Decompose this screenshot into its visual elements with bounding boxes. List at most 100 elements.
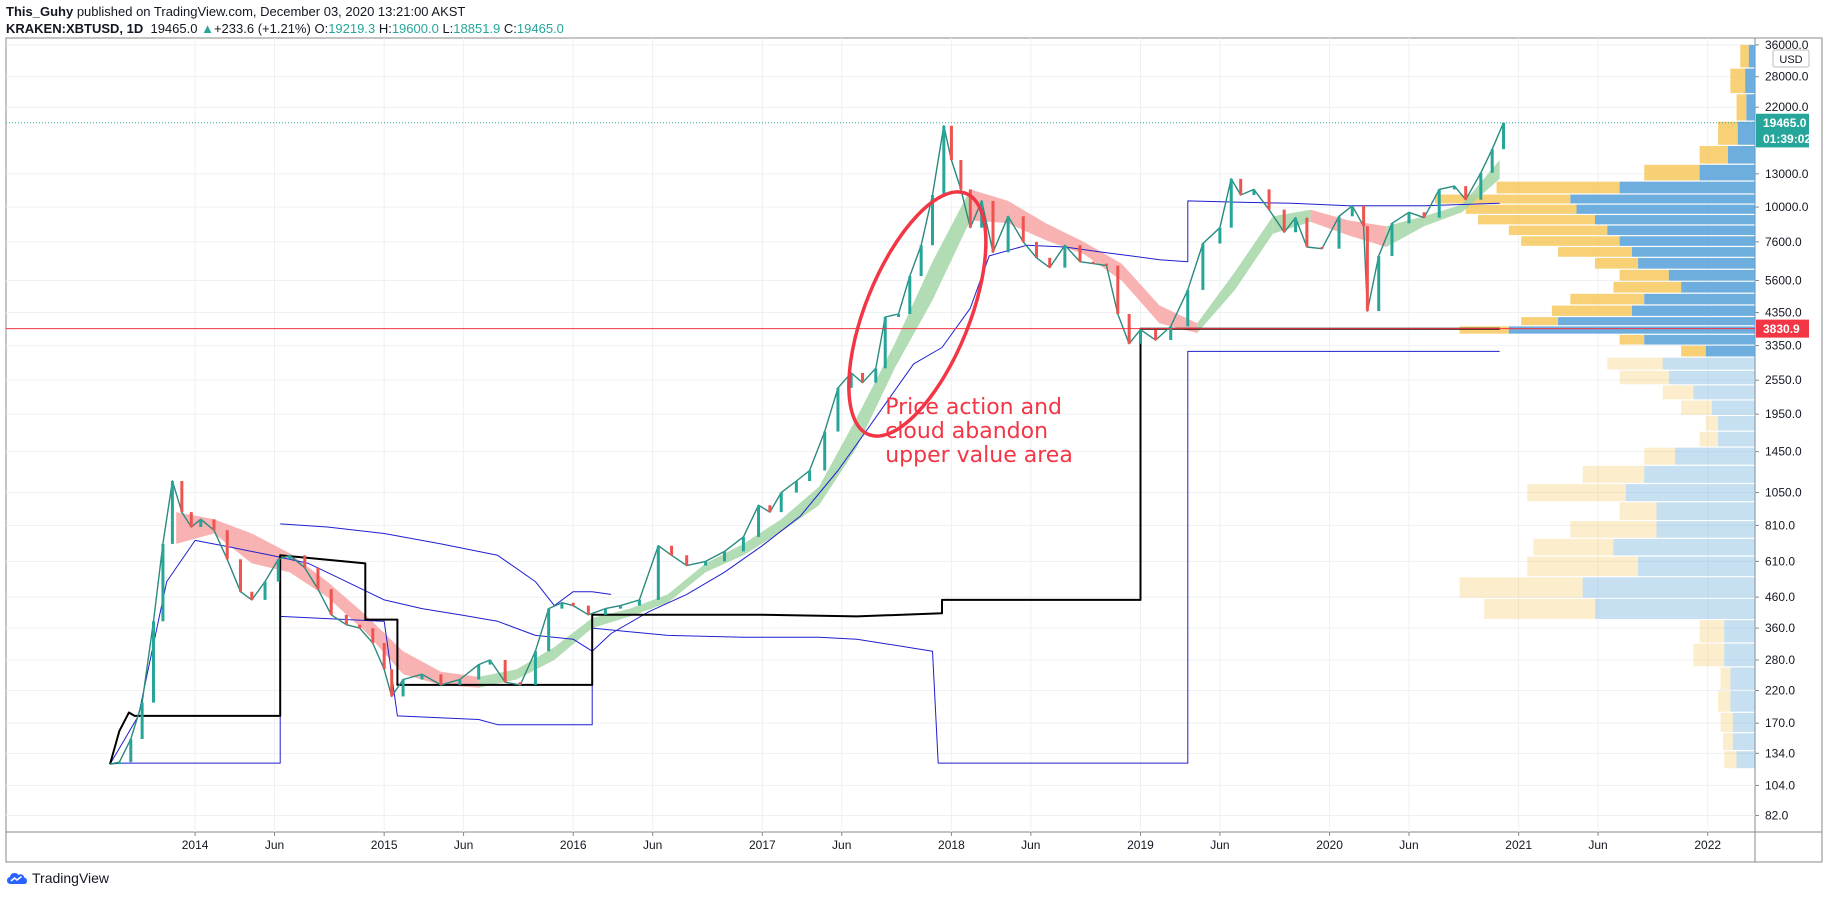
volume-profile-bar-up [1644,334,1755,345]
volume-profile-bar-down [1644,164,1700,181]
price-candle [619,605,623,609]
cloud-segment [1424,204,1462,227]
volume-profile-bar-up [1631,247,1755,257]
cloud-segment [630,594,668,617]
volume-profile-bar-down [1558,247,1632,257]
volume-profile-bar-up [1656,521,1755,538]
price-candle [225,530,229,560]
volume-profile-bar-down [1508,225,1608,236]
volume-profile-bar-down [1699,145,1728,164]
volume-profile-bar-up [1705,345,1755,357]
price-candle [861,372,865,383]
price-candle [1006,216,1010,253]
price-candle [1201,243,1205,290]
price-candle [477,664,481,680]
price-candle [344,614,348,625]
x-tick-label: 2020 [1316,838,1343,852]
volume-profile-bar-down [1730,68,1746,94]
tradingview-footer[interactable]: TradingView [6,870,109,886]
x-tick-label: 2018 [938,838,965,852]
price-candle [503,659,507,683]
volume-profile-bar-up [1693,385,1755,400]
price-candle [968,189,972,228]
author-name[interactable]: This_Guhy [6,4,74,19]
volume-profile-bar-down [1720,712,1733,733]
currency-box [1772,49,1810,68]
price-candle [276,559,280,582]
price-candle [757,505,761,537]
price-candles [117,122,1506,765]
volume-profile-bar-up [1732,712,1755,733]
volume-profile-bar-down [1459,577,1583,598]
volume-profile-bar-up [1631,305,1755,316]
price-candle [1229,178,1233,228]
volume-profile-bar-up [1737,121,1755,145]
cloud-segment [1083,241,1122,281]
brand-name: TradingView [32,870,110,886]
x-tick-label: 2022 [1694,838,1721,852]
price-candle [250,591,254,600]
price-candle [919,245,923,277]
price-candle [1154,329,1158,341]
volume-profile-bar-up [1576,204,1755,214]
horizontal-line-price-box [1756,319,1809,338]
low-value: 18851.9 [453,21,501,36]
volume-profile-bar-down [1718,121,1738,145]
y-tick-label: 82.0 [1765,809,1789,823]
price-candle [1437,189,1441,218]
price-candle [930,195,934,246]
volume-profile-bar-down [1613,281,1682,293]
volume-profile-bar-up [1681,281,1755,293]
price-candle [401,679,405,697]
cloud-segment [403,651,441,685]
volume-profile-bar-down [1644,447,1675,465]
price-candle [1186,289,1190,327]
volume-profile-bar-up [1582,577,1755,598]
price-candle [1218,227,1222,244]
symbol-legend: KRAKEN:XBTUSD, 1D 19465.0 ▲+233.6 (+1.21… [6,21,564,36]
volume-profile-bar-up [1613,538,1755,556]
cloud-segment [856,343,895,448]
volume-profile-bar-up [1699,164,1755,181]
price-candle [768,505,772,513]
price-candle [238,559,242,592]
y-tick-label: 4350.0 [1765,306,1802,320]
price-candle [1479,172,1483,200]
y-tick-label: 5600.0 [1765,274,1802,288]
volume-profile-bar-up [1675,447,1755,465]
cloud-segment [1235,216,1273,290]
cloud-segment [1197,271,1235,333]
volume-profile-bar-up [1746,94,1755,121]
y-tick-label: 280.0 [1765,653,1795,667]
price-candle [1294,217,1298,233]
close-value: 19465.0 [516,21,564,36]
volume-profile-bar-down [1699,620,1725,643]
open-label: O: [314,21,329,36]
volume-profile-bar-down [1595,257,1639,269]
price-candle [779,492,783,513]
price-candle [723,551,727,562]
price-candle [488,659,492,665]
volume-profile-bar-down [1459,326,1509,334]
price-candle [571,602,575,606]
x-tick-label: Jun [832,838,851,852]
x-tick-label: Jun [454,838,473,852]
volume-profile-bar-down [1662,385,1694,400]
annotation-line: upper value area [885,443,1073,468]
volume-profile-bar-down [1607,357,1663,370]
volume-profile-bar-up [1619,236,1755,246]
y-tick-label: 22000.0 [1765,100,1809,114]
volume-profile-bar-down [1736,94,1747,121]
tradingview-cloud-icon [7,873,27,884]
symbol-name[interactable]: KRAKEN:XBTUSD, 1D [6,21,144,36]
countdown-box [1756,129,1809,148]
x-tick-label: 2019 [1127,838,1154,852]
price-candle [1502,122,1506,150]
grid-lines [6,38,1755,832]
volume-profile-bar-up [1730,667,1755,690]
price-candle [1138,329,1142,344]
volume-profile-bar-up [1638,556,1755,577]
volume-profile-bar-up [1724,643,1755,667]
cloud-segment [1008,200,1046,241]
